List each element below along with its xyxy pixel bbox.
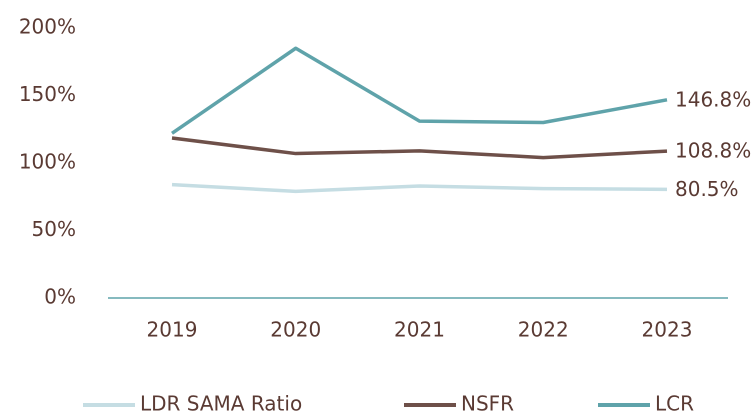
series-line	[171, 136, 668, 160]
y-tick-label: 0%	[44, 285, 76, 309]
y-tick-label: 150%	[19, 82, 76, 106]
legend-label: LDR SAMA Ratio	[140, 392, 302, 413]
y-tick-label: 50%	[32, 217, 76, 241]
x-tick-label: 2021	[394, 318, 445, 342]
data-label: 108.8%	[675, 139, 751, 163]
x-tick-label: 2019	[147, 318, 198, 342]
x-tick-label: 2020	[270, 318, 321, 342]
legend-label: LCR	[655, 392, 694, 413]
data-label: 146.8%	[675, 87, 751, 111]
series-line	[171, 46, 668, 135]
data-label: 80.5%	[675, 177, 739, 201]
series-line	[171, 182, 668, 194]
legend-label: NSFR	[461, 392, 514, 413]
y-tick-label: 200%	[19, 15, 76, 39]
x-tick-label: 2022	[518, 318, 569, 342]
x-tick-label: 2023	[642, 318, 693, 342]
y-tick-label: 100%	[19, 150, 76, 174]
